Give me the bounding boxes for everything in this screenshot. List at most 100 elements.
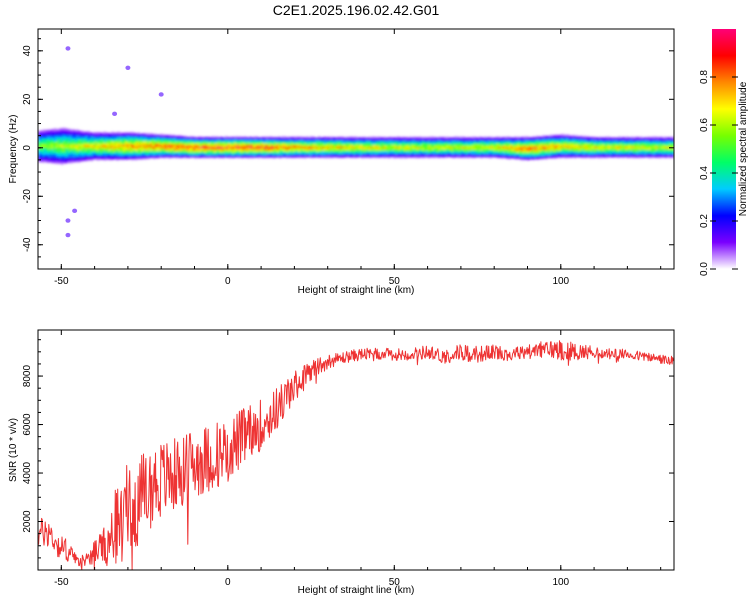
spectrogram-cell <box>44 159 47 161</box>
spectrogram-cell <box>261 141 264 144</box>
spectrogram-cell <box>202 145 205 148</box>
spectrogram-cell <box>121 137 124 140</box>
spectrogram-cell <box>387 142 390 144</box>
spectrogram-cell <box>442 140 445 143</box>
spectrogram-cell <box>92 145 95 148</box>
spectrogram-cell <box>54 153 57 156</box>
spectrogram-cell <box>474 156 477 158</box>
spectrogram-cell <box>154 147 157 149</box>
spectrogram-cell <box>425 144 428 147</box>
spectrogram-cell <box>307 154 310 157</box>
spectrogram-cell <box>69 159 72 161</box>
spectrogram-cell <box>82 156 86 159</box>
spectrogram-cell <box>206 147 209 150</box>
spectrogram-cell <box>49 141 52 144</box>
spectrogram-cell <box>267 143 270 145</box>
spectrogram-cell <box>377 141 380 144</box>
spectrogram-cell <box>465 140 468 142</box>
spectrogram-cell <box>116 147 119 150</box>
spectrogram-cell <box>49 150 52 152</box>
spectrogram-cell <box>432 156 435 158</box>
spectrogram-cell <box>474 151 477 154</box>
spectrogram-cell <box>370 144 374 146</box>
spectrogram-cell <box>326 149 329 151</box>
spectrogram-cell <box>469 138 472 141</box>
spectrogram-cell <box>67 142 71 144</box>
spectrogram-cell <box>357 148 360 150</box>
spectrogram-cell <box>74 141 77 143</box>
spectrogram-cell <box>74 143 77 146</box>
spectrogram-cell <box>126 138 129 141</box>
spectrogram-cell <box>394 148 397 150</box>
spectrogram-cell <box>226 140 229 142</box>
spectrogram-cell <box>209 155 212 157</box>
spectrogram-cell <box>122 132 125 135</box>
spectrogram-cell <box>399 144 402 147</box>
spectrogram-cell <box>124 151 127 154</box>
spectrogram-cell <box>242 146 245 149</box>
spectrogram-cell <box>311 142 314 145</box>
spectrogram-cell <box>99 132 102 135</box>
spectrogram-cell <box>259 139 262 142</box>
spectrogram-cell <box>187 151 190 154</box>
spectrogram-cell <box>249 138 252 140</box>
spectrogram-cell <box>57 144 61 147</box>
spectrogram-cell <box>279 145 282 148</box>
spectrogram-cell <box>267 140 270 143</box>
spectrogram-cell <box>301 139 304 141</box>
spectrogram-cell <box>360 145 364 148</box>
spectrogram-cell <box>154 153 157 155</box>
spectrogram-cell <box>297 152 300 155</box>
spectrogram-cell <box>425 142 428 144</box>
spectrogram-cell <box>455 140 458 142</box>
spectrogram-cell <box>271 148 274 151</box>
spectrogram-cell <box>367 151 370 154</box>
spectrogram-cell <box>435 142 438 144</box>
spectrogram-cell <box>362 154 365 156</box>
spectrogram-cell <box>286 138 289 141</box>
spectrogram-cell <box>312 150 315 152</box>
spectrogram-cell <box>82 133 86 136</box>
spectrogram-cell <box>104 158 107 161</box>
spectrogram-cell <box>281 152 284 154</box>
spectrogram-cell <box>331 151 334 153</box>
spectrogram-cell <box>445 156 448 158</box>
spectrogram-cell <box>84 149 87 152</box>
spectrogram-cell <box>46 160 49 162</box>
spectrogram-cell <box>329 138 332 140</box>
spectrogram-cell <box>349 138 352 141</box>
spectrogram-cell <box>79 156 82 159</box>
spectrogram-cell <box>79 149 82 151</box>
spectrogram-cell <box>147 134 150 137</box>
spectrogram-cell <box>389 139 392 142</box>
spectrogram-cell <box>336 156 339 159</box>
spectrogram-cell <box>97 150 100 152</box>
spectrogram-cell <box>201 136 204 139</box>
spectrogram-cell <box>47 136 51 139</box>
spectrogram-cell <box>209 146 212 149</box>
spectrogram-cell <box>296 141 299 143</box>
spectrogram-cell <box>356 140 359 142</box>
spectrogram-cell <box>232 144 235 146</box>
spectrogram-cell <box>56 131 59 134</box>
spectrogram-cell <box>81 130 84 133</box>
spectrogram-cell <box>217 154 220 156</box>
spectrogram-cell <box>107 137 110 140</box>
spectrogram-cell <box>346 148 349 151</box>
spectrogram-cell <box>291 138 294 140</box>
spectrogram-cell <box>296 142 299 145</box>
spectrogram-cell <box>89 151 92 154</box>
spectrogram-cell <box>354 145 357 147</box>
spectrogram-cell <box>206 146 209 149</box>
spectrogram-cell <box>339 140 342 143</box>
spectrogram-cell <box>101 137 104 140</box>
spectrogram-cell <box>54 141 57 144</box>
spectrogram-cell <box>390 138 394 140</box>
spectrogram-cell <box>149 139 152 142</box>
spectrogram-cell <box>430 153 433 156</box>
spectrogram-cell <box>427 137 430 139</box>
spectrogram-cell <box>367 145 370 148</box>
spectrogram-cell <box>217 138 220 141</box>
spectrogram-cell <box>54 134 57 136</box>
spectrogram-cell <box>434 150 437 152</box>
